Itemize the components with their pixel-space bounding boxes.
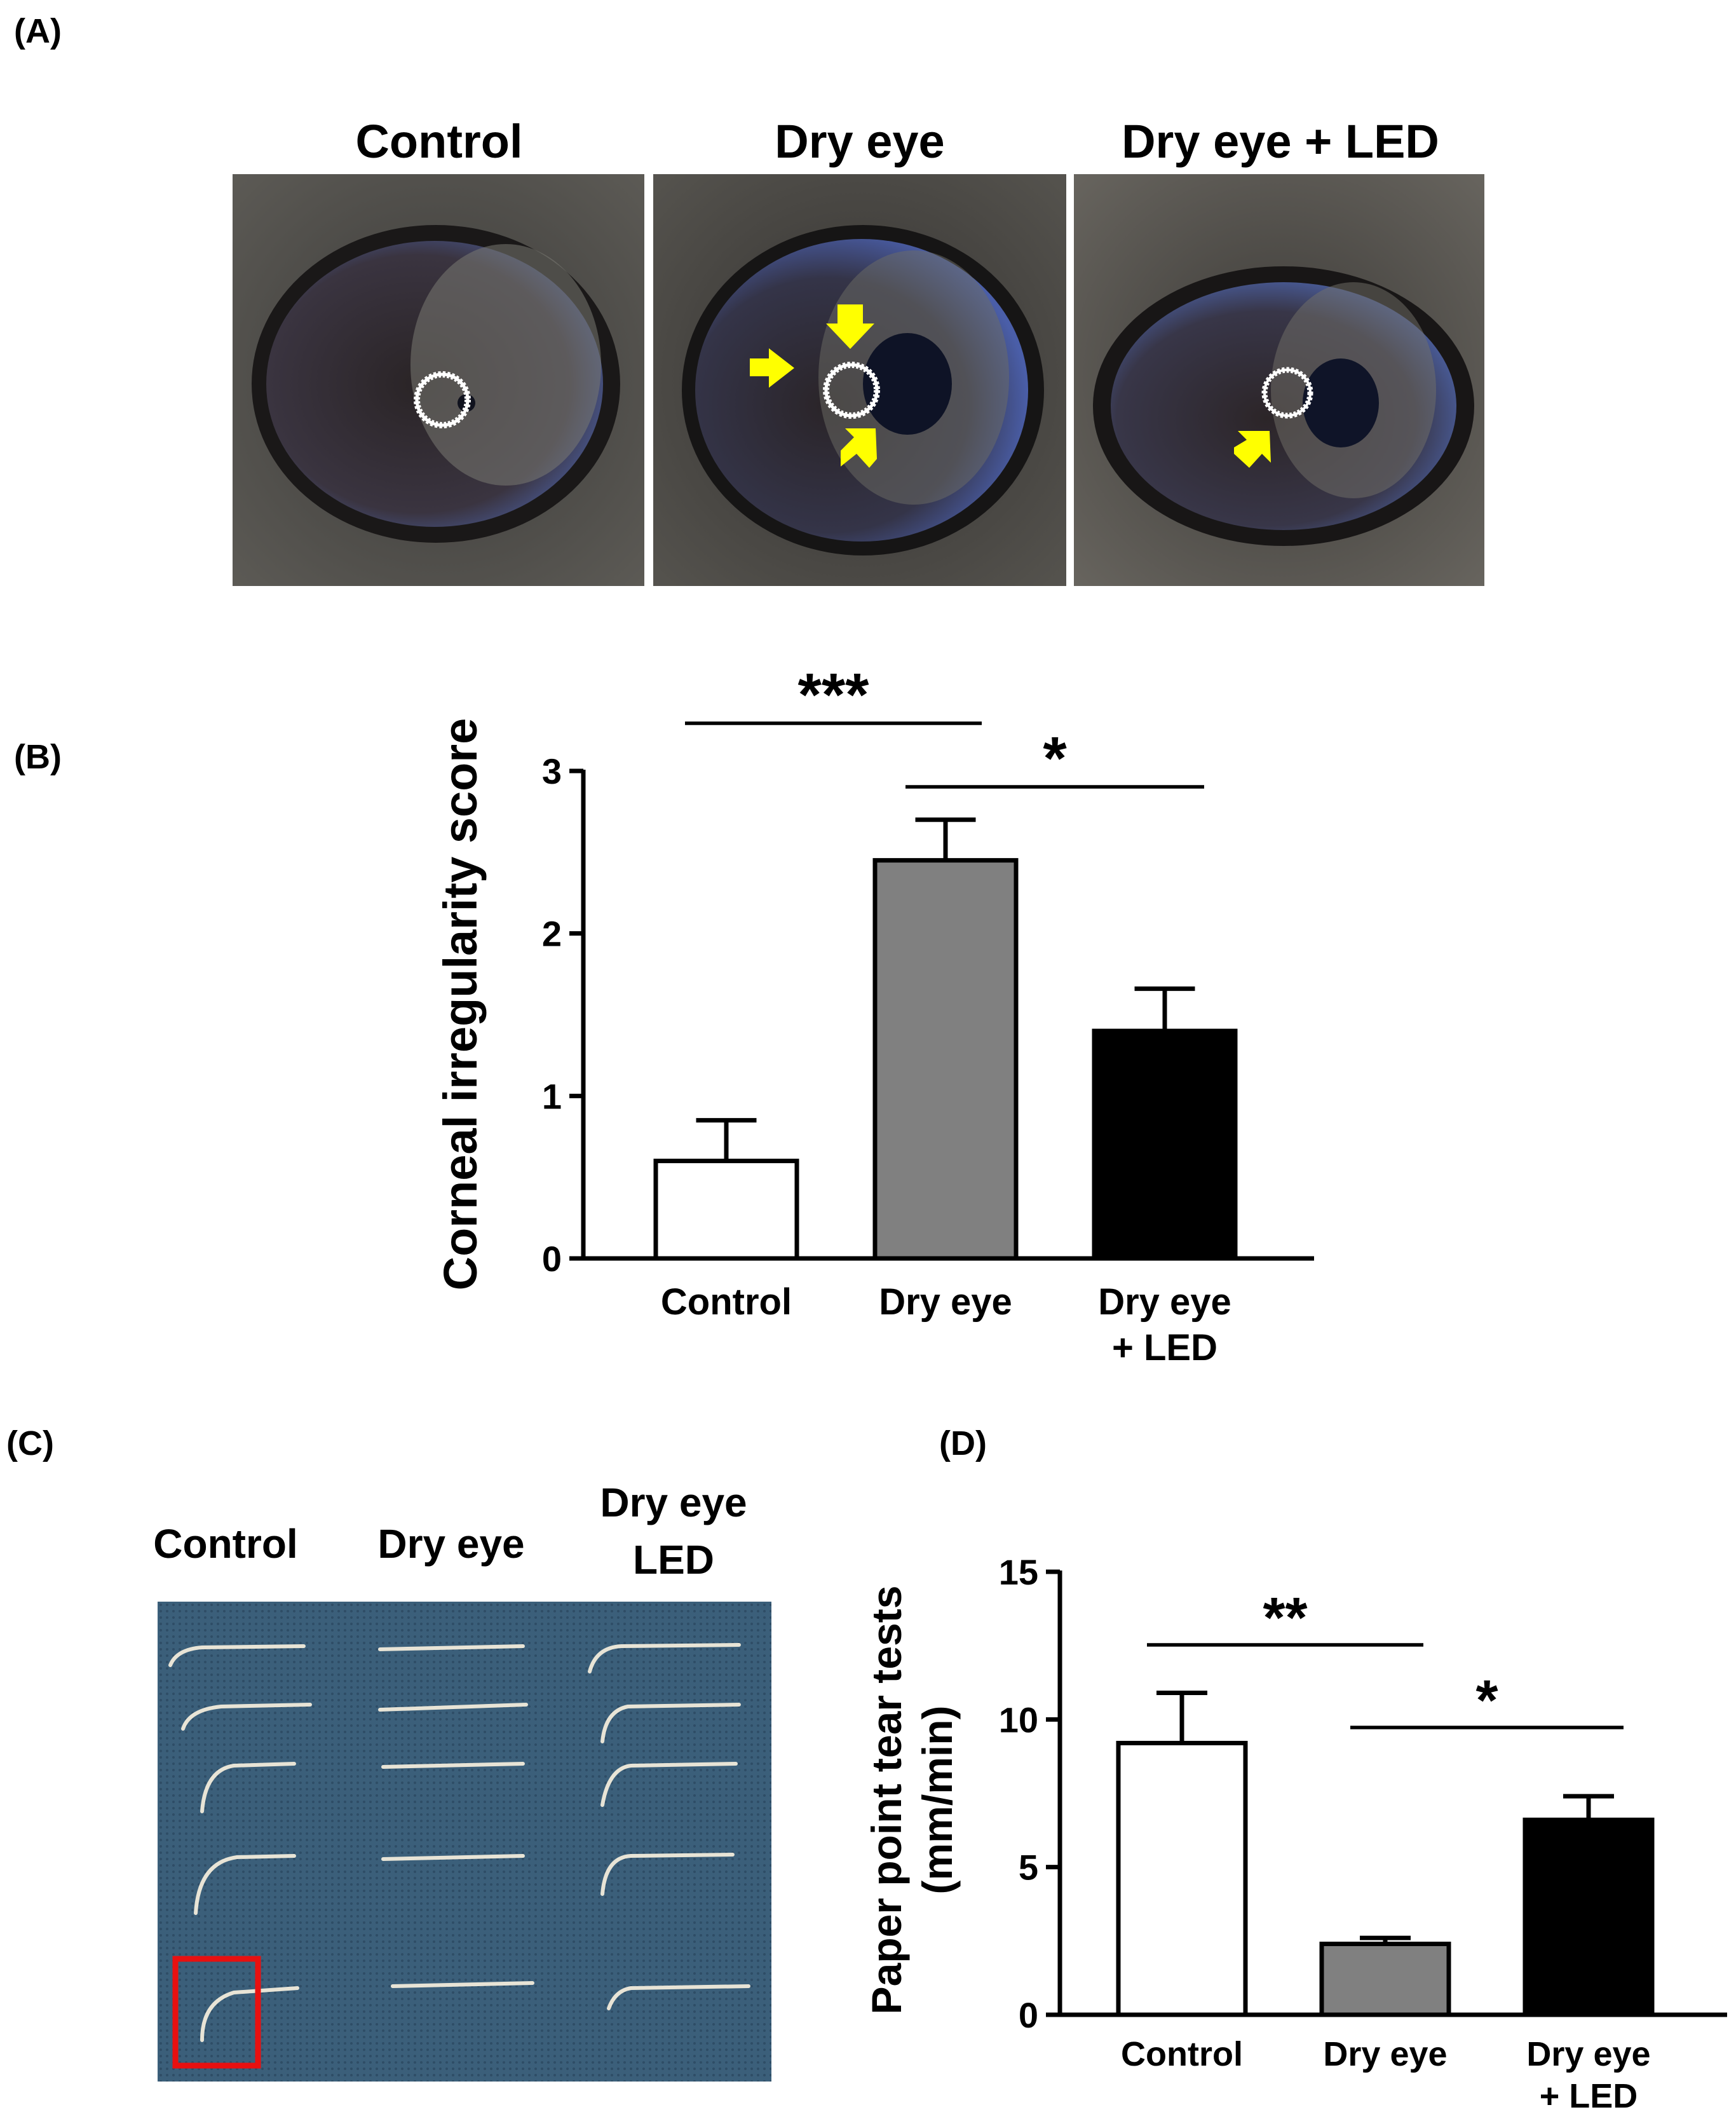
category-label: + LED	[1112, 1327, 1217, 1368]
significance-label: *	[1475, 1669, 1498, 1733]
y-tick-label: 2	[542, 914, 562, 954]
highlight-box	[172, 1956, 261, 2069]
arrow-icon	[1234, 431, 1271, 468]
bar	[1092, 1028, 1238, 1261]
eye-photo-dry-eye	[653, 174, 1066, 586]
category-label: Dry eye	[1526, 2035, 1650, 2073]
significance-label: ***	[797, 661, 869, 729]
panel-label-b: (B)	[14, 738, 62, 776]
y-axis-label: (mm/min)	[914, 1706, 961, 1895]
bar	[1522, 1817, 1655, 2017]
y-tick-label: 0	[1019, 1995, 1038, 2035]
bar	[1319, 1941, 1451, 2017]
category-label: Control	[1121, 2035, 1243, 2073]
eye-photo-dry-eye-led	[1074, 174, 1484, 586]
y-tick-label: 15	[999, 1552, 1038, 1592]
photo-title-control: Control	[355, 115, 523, 168]
bar	[872, 858, 1019, 1261]
paper-points-photo	[158, 1602, 771, 2082]
panel-label-d: (D)	[939, 1424, 987, 1462]
y-tick-label: 10	[999, 1700, 1038, 1740]
panel-label-a: (A)	[14, 12, 62, 50]
category-label: Control	[661, 1281, 792, 1323]
y-tick-label: 3	[542, 751, 562, 791]
category-label: Dry eye	[1323, 2035, 1447, 2073]
arrow-icon	[750, 304, 877, 468]
y-axis-label: Corneal irregularity score	[434, 718, 487, 1291]
column-label-control: Control	[153, 1521, 298, 1567]
bar	[1116, 1741, 1248, 2017]
column-label-dry-eye: Dry eye	[377, 1521, 525, 1567]
significance-label: *	[1043, 725, 1067, 793]
photo-title-dry-eye: Dry eye	[775, 115, 945, 168]
column-label-dry-eye-led: Dry eye LED	[600, 1480, 747, 1583]
y-axis-label: Paper point tear tests	[863, 1586, 910, 2015]
y-tick-label: 0	[542, 1239, 562, 1279]
category-label: Dry eye	[1098, 1281, 1231, 1323]
category-label: Dry eye	[879, 1281, 1012, 1323]
category-label: + LED	[1540, 2077, 1638, 2115]
y-tick-label: 5	[1019, 1848, 1038, 1888]
photo-title-dry-eye-led: Dry eye + LED	[1122, 115, 1439, 168]
eye-photo-control	[233, 174, 644, 586]
y-tick-label: 1	[542, 1076, 562, 1116]
panel-label-c: (C)	[6, 1424, 54, 1462]
significance-label: **	[1263, 1586, 1307, 1650]
